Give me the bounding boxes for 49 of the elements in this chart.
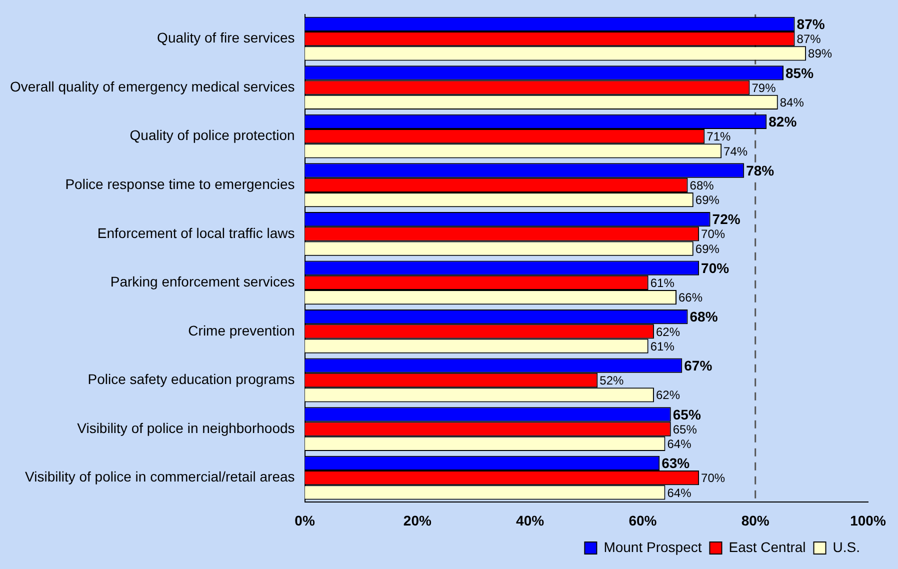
x-tick-label: 80%	[741, 512, 770, 528]
data-label: 87%	[796, 32, 822, 46]
legend-label: Mount Prospect	[604, 538, 702, 555]
data-label: 61%	[650, 276, 675, 290]
data-label: 87%	[796, 16, 826, 32]
legend-label: East Central	[728, 538, 806, 555]
data-label: 62%	[656, 324, 680, 339]
legend-label: U.S.	[832, 538, 860, 555]
data-label: 82%	[768, 114, 798, 130]
x-tick-label: 40%	[516, 512, 545, 528]
y-tick-label: Police response time to emergencies	[65, 176, 295, 192]
data-label: 74%	[724, 144, 748, 158]
data-label: 61%	[650, 339, 675, 354]
y-tick-label: Visibility of police in commercial/retail areas	[25, 468, 295, 485]
data-label: 70%	[701, 260, 730, 276]
data-label: 70%	[701, 227, 726, 242]
y-tick-label: Parking enforcement services	[110, 274, 295, 290]
data-label: 72%	[712, 211, 741, 228]
data-label: 62%	[656, 388, 680, 402]
x-tick-label: 60%	[628, 512, 658, 528]
data-label: 68%	[690, 308, 718, 325]
y-tick-label: Police safety education programs	[88, 371, 295, 388]
data-label: 78%	[746, 162, 775, 178]
data-label: 71%	[706, 130, 732, 144]
y-tick-label: Quality of fire services	[157, 30, 295, 46]
x-tick-label: 100%	[850, 512, 886, 528]
data-label: 85%	[786, 64, 814, 81]
data-label: 65%	[672, 406, 702, 422]
data-label: 79%	[752, 80, 776, 95]
x-tick-label: 0%	[294, 512, 316, 528]
data-label: 68%	[690, 178, 714, 192]
data-label: 63%	[662, 455, 690, 472]
y-tick-label: Quality of police protection	[130, 127, 295, 144]
y-tick-label: Visibility of police in neighborhoods	[77, 420, 295, 436]
data-label: 89%	[808, 46, 832, 61]
data-label: 66%	[678, 290, 703, 305]
y-tick-label: Crime prevention	[188, 322, 295, 338]
data-label: 52%	[600, 374, 624, 388]
data-label: 67%	[684, 357, 713, 374]
data-label: 64%	[667, 436, 692, 451]
data-label: 64%	[667, 486, 692, 500]
data-label: 69%	[695, 193, 720, 208]
data-label: 65%	[672, 422, 698, 436]
y-tick-label: Enforcement of local traffic laws	[97, 224, 295, 241]
data-label: 70%	[701, 471, 726, 486]
data-label: 69%	[695, 242, 720, 256]
data-label: 84%	[780, 96, 804, 110]
x-tick-label: 20%	[403, 512, 432, 528]
y-tick-label: Overall quality of emergency medical services	[10, 78, 295, 94]
